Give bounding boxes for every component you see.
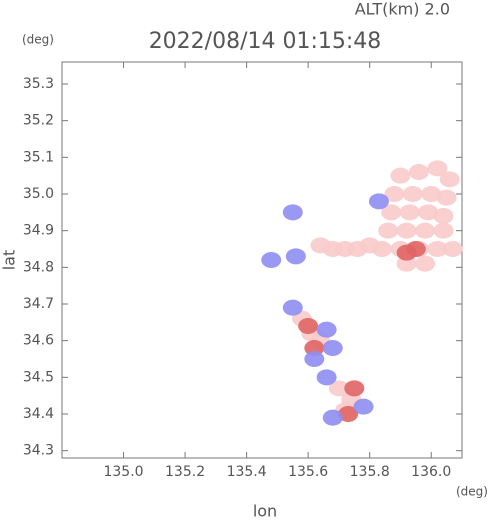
echo-cell — [316, 369, 337, 386]
y-tick-label: 34.6 — [23, 333, 54, 349]
echo-cell — [322, 409, 343, 426]
echo-cell — [298, 318, 319, 334]
echo-cell — [322, 340, 343, 356]
echo-cell — [304, 351, 325, 367]
echo-cell — [381, 204, 402, 221]
y-tick-label: 34.9 — [23, 223, 54, 239]
echo-cell — [390, 167, 411, 184]
echo-cell — [408, 164, 429, 180]
echo-cell — [399, 204, 420, 221]
echo-cell — [285, 248, 306, 265]
x-axis-label: lon — [253, 502, 277, 521]
echo-cell — [316, 321, 337, 338]
echo-cell — [368, 193, 389, 210]
x-tick-label: 135.8 — [350, 464, 390, 480]
echo-cell — [402, 186, 423, 202]
echo-cell — [396, 222, 417, 239]
y-tick-label: 34.4 — [23, 406, 54, 422]
plot-frame — [61, 61, 463, 459]
echo-cell — [384, 186, 405, 202]
y-unit: (deg) — [22, 33, 54, 47]
x-tick-label: 136.0 — [411, 464, 451, 480]
echo-cell — [439, 171, 460, 188]
y-axis-label: lat — [0, 250, 19, 271]
echo-cell — [338, 406, 359, 422]
echo-cell — [421, 186, 442, 202]
echo-cell — [304, 340, 325, 356]
echo-cell — [378, 222, 399, 239]
chart-title: 2022/08/14 01:15:48 — [149, 29, 382, 54]
echo-cell — [261, 252, 282, 268]
y-tick-label: 35.3 — [23, 76, 54, 92]
echo-cell — [282, 204, 303, 221]
x-tick-label: 135.0 — [103, 464, 143, 480]
x-unit: (deg) — [456, 485, 488, 499]
echo-cell — [415, 255, 436, 272]
echo-cell — [282, 299, 303, 316]
x-tick-label: 135.4 — [227, 464, 267, 480]
echo-cell — [427, 160, 448, 177]
echo-cell — [328, 380, 349, 397]
echo-cell — [405, 241, 426, 257]
echo-cell — [344, 380, 365, 397]
y-tick-label: 35.0 — [23, 186, 54, 202]
echo-cell — [433, 208, 454, 224]
y-tick-label: 35.1 — [23, 149, 54, 165]
echo-cell — [436, 189, 457, 206]
echo-cell — [415, 222, 436, 239]
y-tick-label: 34.5 — [23, 369, 54, 385]
y-tick-label: 35.2 — [23, 113, 54, 129]
y-tick-label: 34.8 — [23, 259, 54, 275]
echo-cell — [442, 241, 463, 257]
echo-cell — [427, 241, 448, 257]
y-tick-label: 34.7 — [23, 296, 54, 312]
chart-subtitle: ALT(km) 2.0 — [355, 0, 450, 19]
echo-cell — [418, 204, 439, 221]
x-tick-label: 135.2 — [165, 464, 205, 480]
echo-cell — [396, 255, 417, 272]
echo-cell — [353, 398, 374, 415]
echo-cell — [359, 237, 380, 254]
x-tick-label: 135.6 — [288, 464, 328, 480]
echo-cell — [433, 222, 454, 239]
y-tick-label: 34.3 — [23, 443, 54, 459]
